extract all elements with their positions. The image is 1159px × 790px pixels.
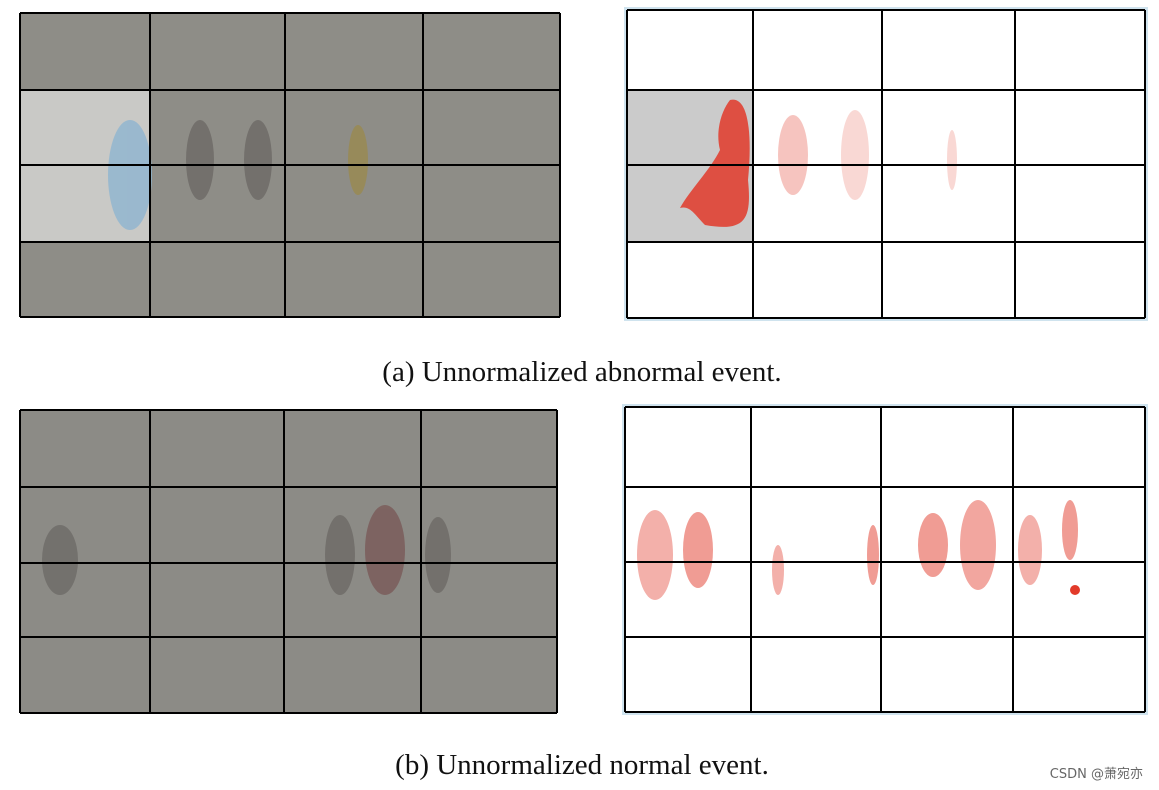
- people: [42, 120, 451, 595]
- caption: (a) Unnormalized abnormal event.: [382, 356, 781, 388]
- caption: (b) Unnormalized normal event.: [395, 749, 769, 781]
- grids: [19, 9, 1146, 714]
- scene-image: [20, 410, 557, 713]
- watermark: CSDN @萧宛亦: [1050, 766, 1143, 782]
- heat-blobs: [637, 99, 1080, 600]
